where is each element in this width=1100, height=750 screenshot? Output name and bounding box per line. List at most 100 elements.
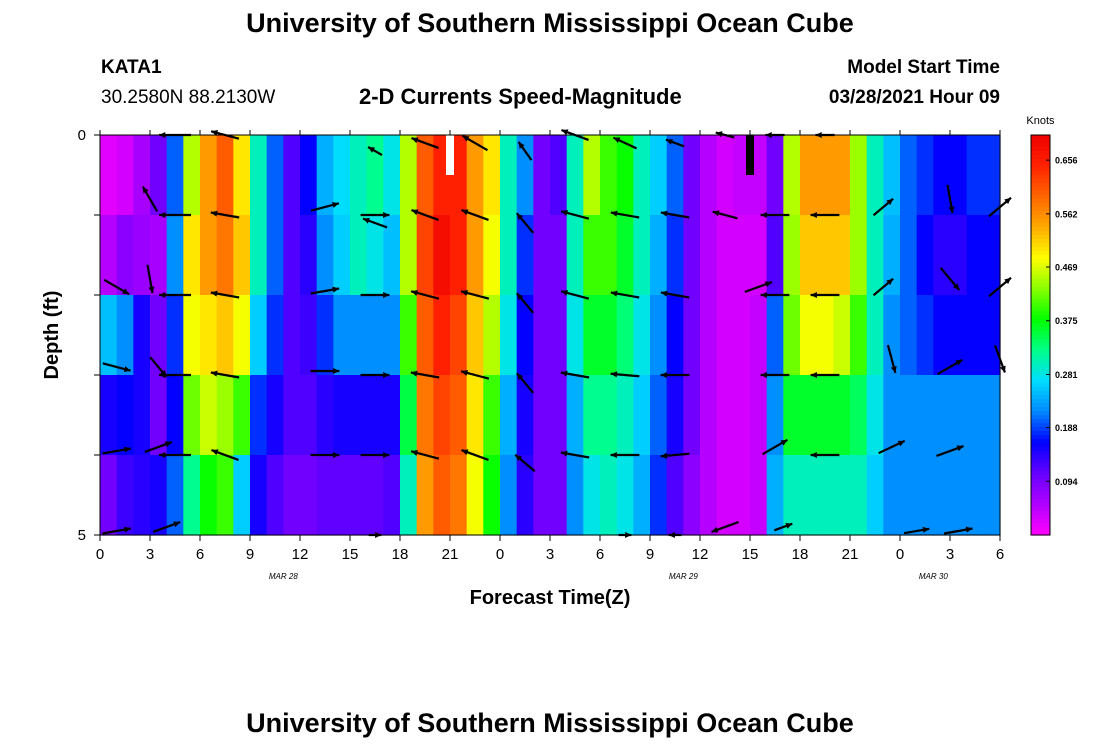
heatmap-cell	[450, 135, 468, 216]
colorbar-segment	[1031, 159, 1050, 164]
heatmap-cell	[933, 295, 951, 376]
heatmap-cell	[716, 455, 734, 536]
colorbar-segment	[1031, 355, 1050, 360]
current-vector-head	[159, 291, 166, 299]
y-axis-label: Depth (ft)	[41, 291, 63, 380]
colorbar-segment	[1031, 219, 1050, 224]
current-vector-head	[210, 290, 218, 297]
colorbar-segment	[1031, 387, 1050, 392]
heatmap-cell	[250, 135, 268, 216]
heatmap-cell	[350, 215, 368, 296]
heatmap-cell	[500, 375, 518, 456]
heatmap-cell	[150, 455, 168, 536]
colorbar-segment	[1031, 279, 1050, 284]
heatmap-cell	[566, 295, 584, 376]
colorbar-segment	[1031, 375, 1050, 380]
heatmap-cell	[816, 455, 834, 536]
heatmap-cell	[650, 135, 668, 216]
heatmap-cell	[366, 215, 384, 296]
current-vector-head	[810, 291, 817, 299]
heatmap-cell	[383, 215, 401, 296]
heatmap-cell	[933, 215, 951, 296]
heatmap-cell	[916, 295, 934, 376]
x-tick-label: 18	[792, 546, 809, 563]
current-vector-head	[810, 371, 817, 379]
heatmap-cell	[516, 455, 534, 536]
heatmap-cell	[550, 295, 568, 376]
current-vector-head	[780, 439, 788, 446]
colorbar-segment	[1031, 523, 1050, 528]
heatmap-cell	[866, 135, 884, 216]
heatmap-cell	[933, 375, 951, 456]
current-vector-head	[516, 213, 524, 220]
colorbar-segment	[1031, 331, 1050, 336]
current-vector-head	[516, 373, 524, 380]
heatmap-cell	[166, 455, 184, 536]
current-vector-head	[712, 210, 720, 217]
current-vector-head	[613, 137, 621, 144]
heatmap-cell	[366, 135, 384, 216]
heatmap-cell	[716, 135, 734, 216]
heatmap-cell	[250, 215, 268, 296]
colorbar-segment	[1031, 495, 1050, 500]
heatmap-cell	[650, 455, 668, 536]
heatmap-cell	[600, 455, 618, 536]
heatmap-cell	[233, 295, 251, 376]
current-vector-head	[560, 450, 568, 457]
heatmap-cell	[133, 295, 151, 376]
colorbar-segment	[1031, 511, 1050, 516]
heatmap-cell	[300, 295, 318, 376]
colorbar-segment	[1031, 199, 1050, 204]
heatmap-cell	[916, 375, 934, 456]
heatmap-cell	[450, 215, 468, 296]
colorbar-segment	[1031, 351, 1050, 356]
current-vector-head	[210, 210, 218, 217]
heatmap-cell	[233, 215, 251, 296]
heatmap-cell	[350, 375, 368, 456]
heatmap-cell	[966, 295, 984, 376]
heatmap-cell	[233, 375, 251, 456]
current-vector-head	[332, 201, 339, 208]
x-tick-label: 0	[896, 546, 904, 563]
x-axis-label: Forecast Time(Z)	[470, 587, 631, 609]
colorbar-segment	[1031, 499, 1050, 504]
colorbar-segment	[1031, 443, 1050, 448]
colorbar-segment	[1031, 487, 1050, 492]
colorbar-segment	[1031, 151, 1050, 156]
heatmap-cell	[283, 215, 301, 296]
heatmap-cell	[983, 135, 1001, 216]
current-vector-head	[411, 449, 418, 456]
heatmap-cell	[383, 455, 401, 536]
current-vector-head	[411, 137, 419, 144]
heatmap-cell	[583, 215, 601, 296]
heatmap-cell	[716, 295, 734, 376]
current-vector-head	[211, 449, 219, 456]
heatmap-cell	[683, 135, 701, 216]
current-vector-head	[173, 521, 181, 528]
x-tick-label: 3	[146, 546, 154, 563]
current-vector-head	[1004, 197, 1012, 205]
heatmap-cell	[566, 135, 584, 216]
heatmap-cell	[533, 375, 551, 456]
heatmap-cell	[266, 135, 284, 216]
heatmap-cell	[300, 375, 318, 456]
heatmap-cell	[950, 455, 968, 536]
colorbar-segment	[1031, 315, 1050, 320]
heatmap-cell	[333, 135, 351, 216]
colorbar-segment	[1031, 207, 1050, 212]
x-tick-label: 21	[442, 546, 459, 563]
current-vector-head	[897, 440, 905, 447]
current-vector-head	[886, 198, 894, 206]
heatmap-cell	[683, 375, 701, 456]
heatmap-cell	[366, 455, 384, 536]
current-vector-head	[999, 365, 1006, 373]
heatmap-cell	[983, 215, 1001, 296]
heatmap-cell	[433, 215, 451, 296]
heatmap-cell	[283, 295, 301, 376]
current-vector-head	[383, 211, 390, 219]
heatmap-cell	[900, 295, 918, 376]
heatmap-cell	[766, 375, 784, 456]
colorbar-segment	[1031, 183, 1050, 188]
heatmap-cell	[816, 135, 834, 216]
current-vector-head	[410, 370, 418, 377]
